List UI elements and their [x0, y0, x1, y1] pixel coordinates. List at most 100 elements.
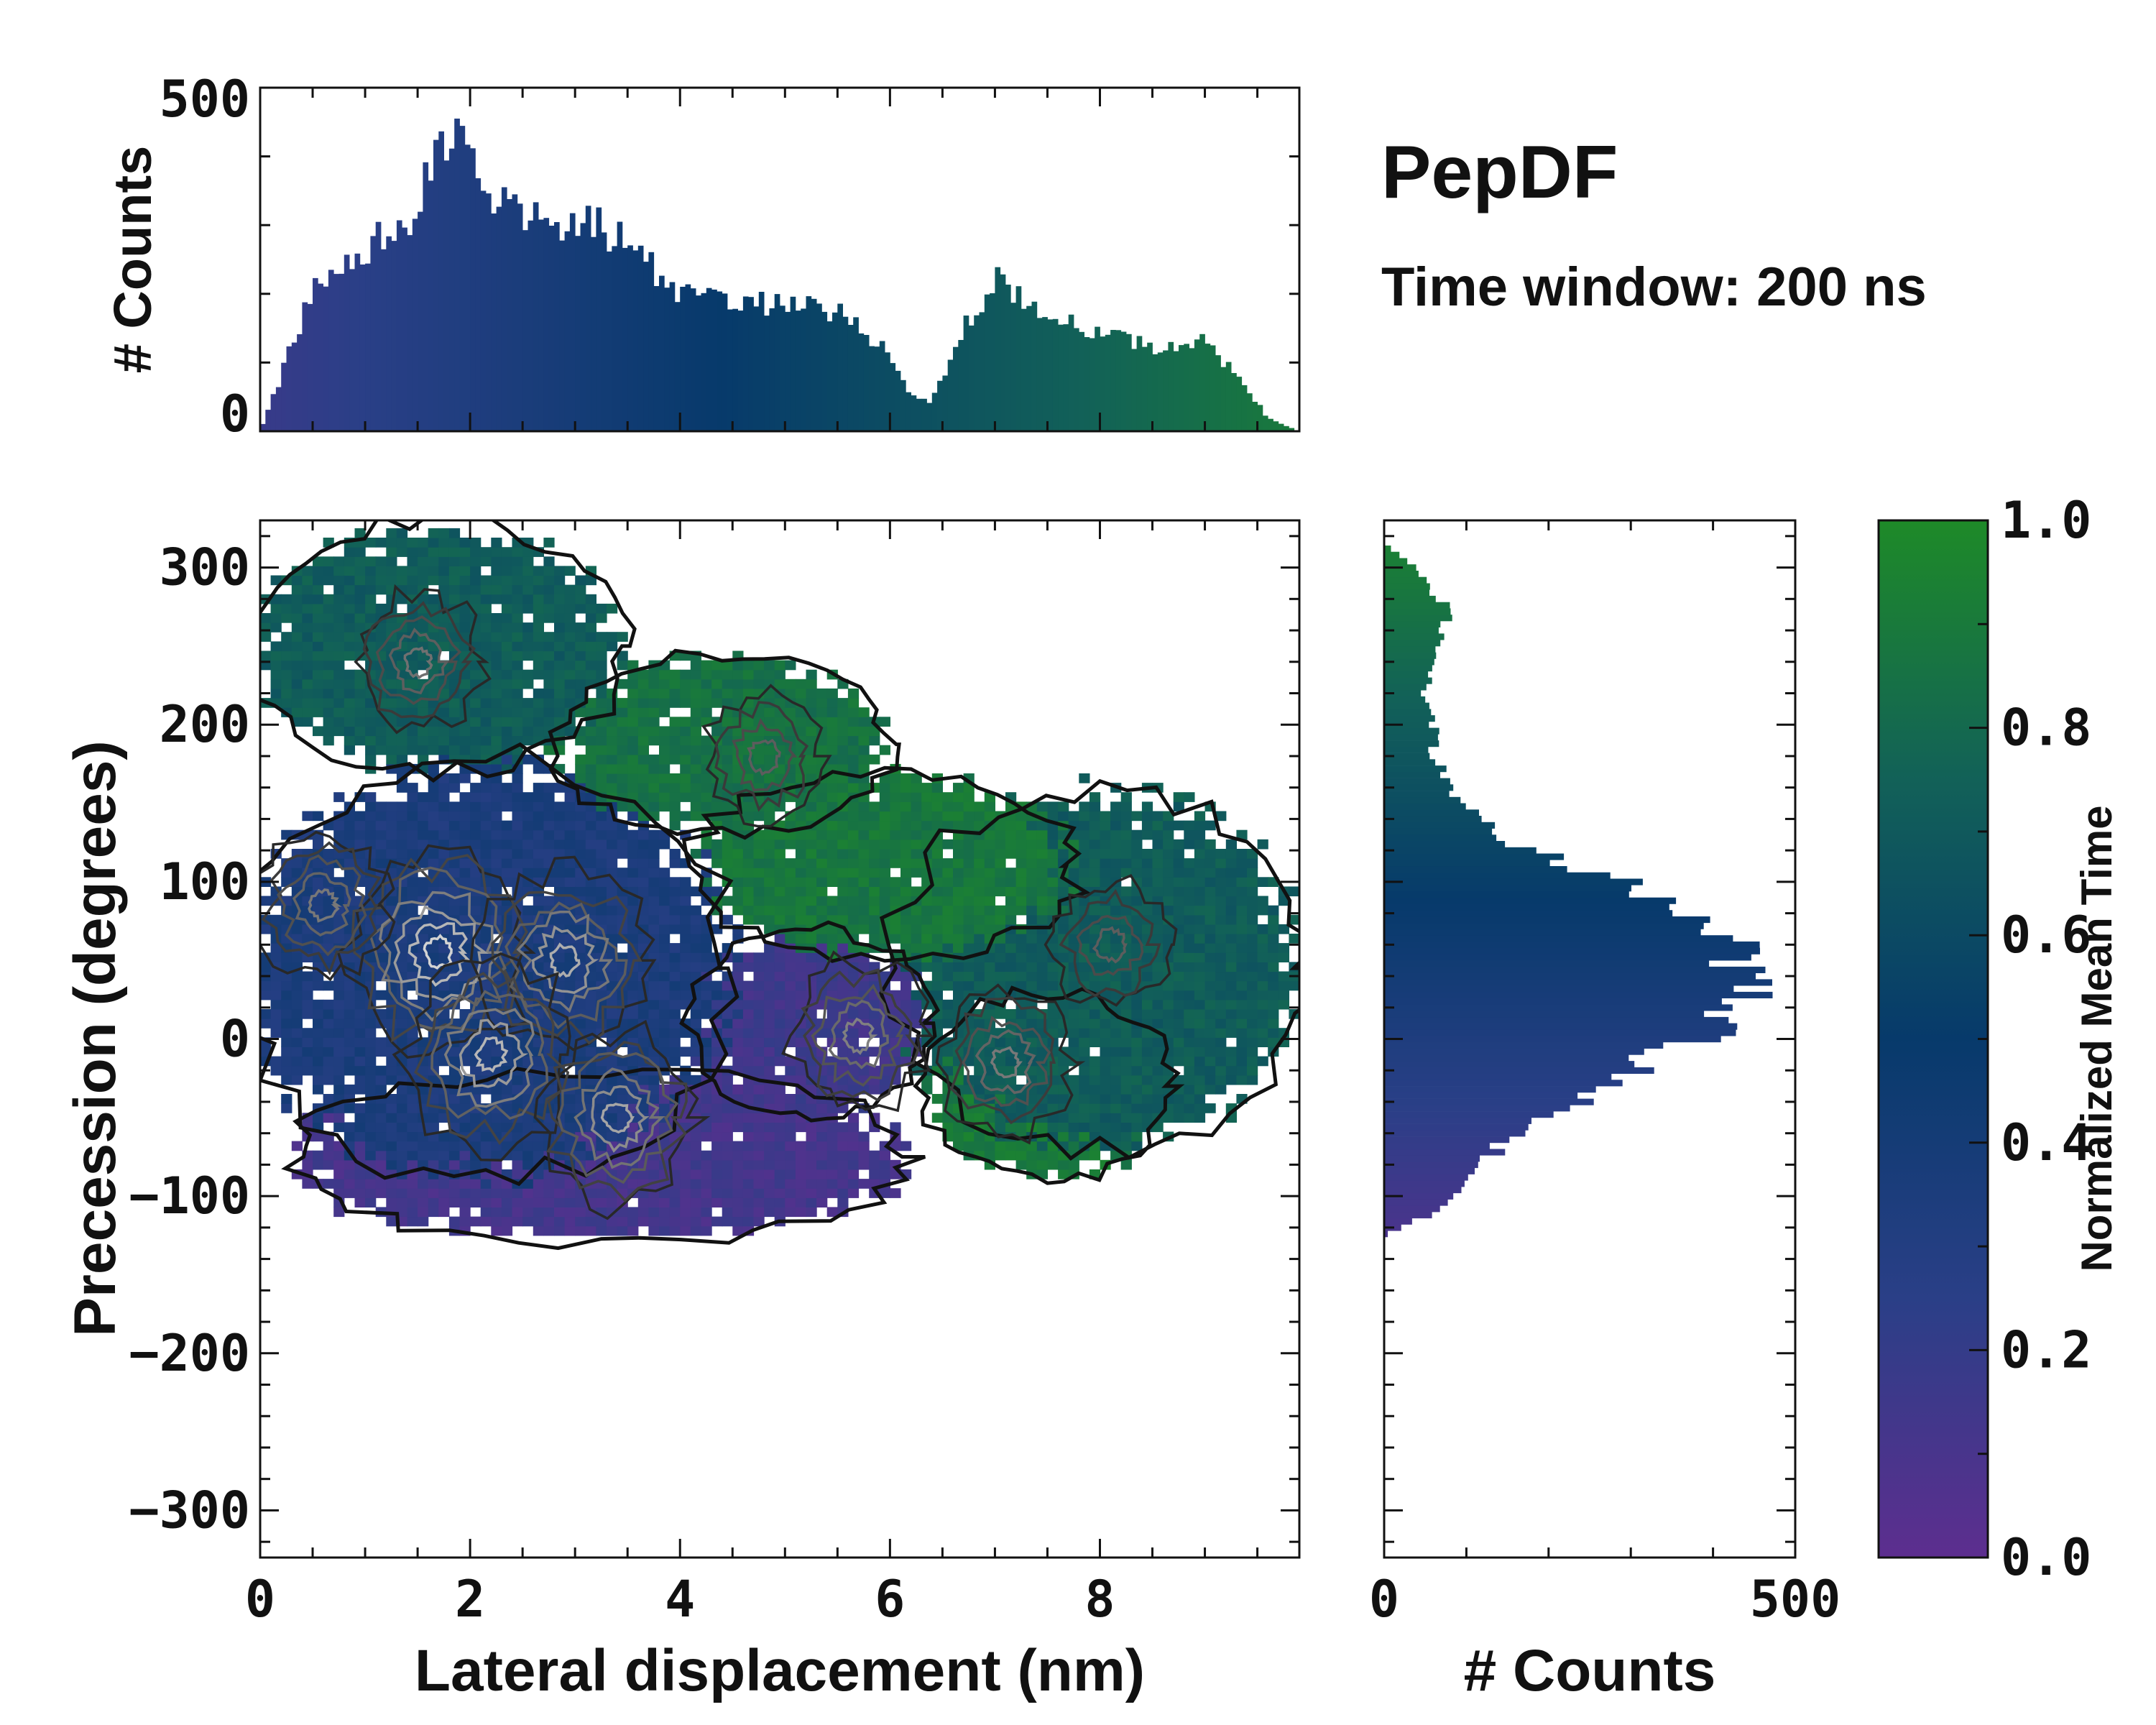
heatmap-cell [648, 999, 660, 1010]
heatmap-cell [333, 1103, 345, 1113]
heatmap-cell [806, 678, 817, 689]
heatmap-cell [1047, 1094, 1059, 1104]
heatmap-cell [826, 849, 838, 859]
heatmap-cell [837, 820, 849, 831]
heatmap-cell [637, 1169, 649, 1179]
heatmap-cell [847, 1113, 860, 1123]
top-histogram-bar [637, 245, 644, 431]
heatmap-cell [386, 1103, 397, 1113]
heatmap-cell [816, 1179, 828, 1189]
heatmap-cell [386, 547, 397, 557]
heatmap-cell [858, 707, 870, 717]
heatmap-cell [732, 1197, 744, 1208]
heatmap-cell [648, 754, 660, 765]
heatmap-cell [491, 726, 502, 737]
top-histogram-bar [260, 423, 266, 431]
heatmap-cell [428, 726, 439, 737]
heatmap-cell [1236, 1065, 1248, 1076]
heatmap-cell [869, 905, 880, 916]
heatmap-cell [1194, 1103, 1206, 1113]
heatmap-cell [858, 1028, 870, 1038]
heatmap-cell [1110, 1131, 1122, 1142]
heatmap-cell [753, 905, 765, 916]
heatmap-cell [1152, 1103, 1164, 1113]
heatmap-cell [826, 792, 838, 802]
heatmap-cell [596, 820, 607, 831]
heatmap-cell [931, 971, 943, 982]
heatmap-cell [722, 717, 733, 727]
heatmap-cell [816, 1131, 828, 1142]
heatmap-cell [354, 829, 366, 840]
heatmap-cell [953, 971, 964, 982]
heatmap-cell [742, 914, 755, 925]
heatmap-cell [323, 1028, 334, 1038]
heatmap-cell [648, 858, 660, 868]
heatmap-cell [680, 688, 691, 699]
heatmap-cell [323, 594, 334, 604]
heatmap-cell [1204, 1065, 1216, 1076]
heatmap-cell [753, 1169, 765, 1179]
heatmap-cell [480, 1131, 492, 1142]
heatmap-cell [438, 735, 450, 746]
heatmap-cell [281, 698, 292, 708]
heatmap-cell [806, 1122, 817, 1133]
heatmap-cell [313, 632, 324, 642]
heatmap-cell [1005, 914, 1017, 925]
heatmap-cell [607, 1225, 618, 1236]
heatmap-cell [585, 1188, 596, 1198]
heatmap-cell [396, 1103, 408, 1113]
heatmap-cell [1005, 971, 1017, 982]
heatmap-cell [921, 820, 933, 831]
heatmap-cell [438, 1207, 450, 1218]
heatmap-cell [533, 783, 544, 793]
heatmap-cell [659, 1197, 671, 1208]
heatmap-cell [637, 1075, 649, 1085]
heatmap-cell [1026, 943, 1038, 953]
heatmap-cell [627, 877, 639, 887]
heatmap-cell [418, 1131, 429, 1142]
heatmap-cell [742, 1207, 755, 1218]
top-histogram-bar [1252, 402, 1258, 431]
heatmap-cell [774, 868, 786, 878]
heatmap-cell [386, 839, 397, 850]
heatmap-cell [533, 632, 544, 642]
heatmap-cell [690, 1141, 701, 1151]
heatmap-cell [564, 650, 576, 661]
heatmap-cell [512, 622, 523, 632]
heatmap-cell [1236, 829, 1248, 840]
heatmap-cell [564, 980, 576, 991]
heatmap-cell [669, 1225, 681, 1236]
heatmap-cell [302, 934, 313, 944]
heatmap-cell [1236, 849, 1248, 859]
heatmap-cell [669, 801, 681, 812]
top-histogram-bar [1000, 274, 1006, 431]
heatmap-cell [795, 1188, 807, 1198]
heatmap-cell [1047, 877, 1059, 887]
heatmap-cell [900, 924, 912, 934]
heatmap-cell [1141, 868, 1153, 878]
heatmap-cell [512, 829, 523, 840]
heatmap-cell [512, 1169, 523, 1179]
heatmap-cell [323, 1056, 334, 1067]
heatmap-cell [607, 1075, 618, 1085]
heatmap-cell [826, 1141, 838, 1151]
heatmap-cell [1120, 980, 1132, 991]
heatmap-cell [911, 801, 922, 812]
heatmap-cell [963, 886, 975, 897]
heatmap-cell [764, 801, 775, 812]
heatmap-cell [1141, 1094, 1153, 1104]
heatmap-cell [648, 1028, 660, 1038]
heatmap-cell [564, 877, 576, 887]
heatmap-cell [260, 990, 272, 1000]
heatmap-cell [1120, 829, 1132, 840]
heatmap-cell [313, 594, 324, 604]
heatmap-cell [753, 999, 765, 1010]
heatmap-cell [386, 622, 397, 632]
heatmap-cell [1089, 811, 1101, 822]
heatmap-cell [554, 839, 566, 850]
heatmap-cell [333, 584, 345, 595]
heatmap-cell [753, 811, 765, 822]
heatmap-cell [291, 678, 303, 689]
heatmap-cell [764, 914, 775, 925]
heatmap-cell [418, 829, 429, 840]
